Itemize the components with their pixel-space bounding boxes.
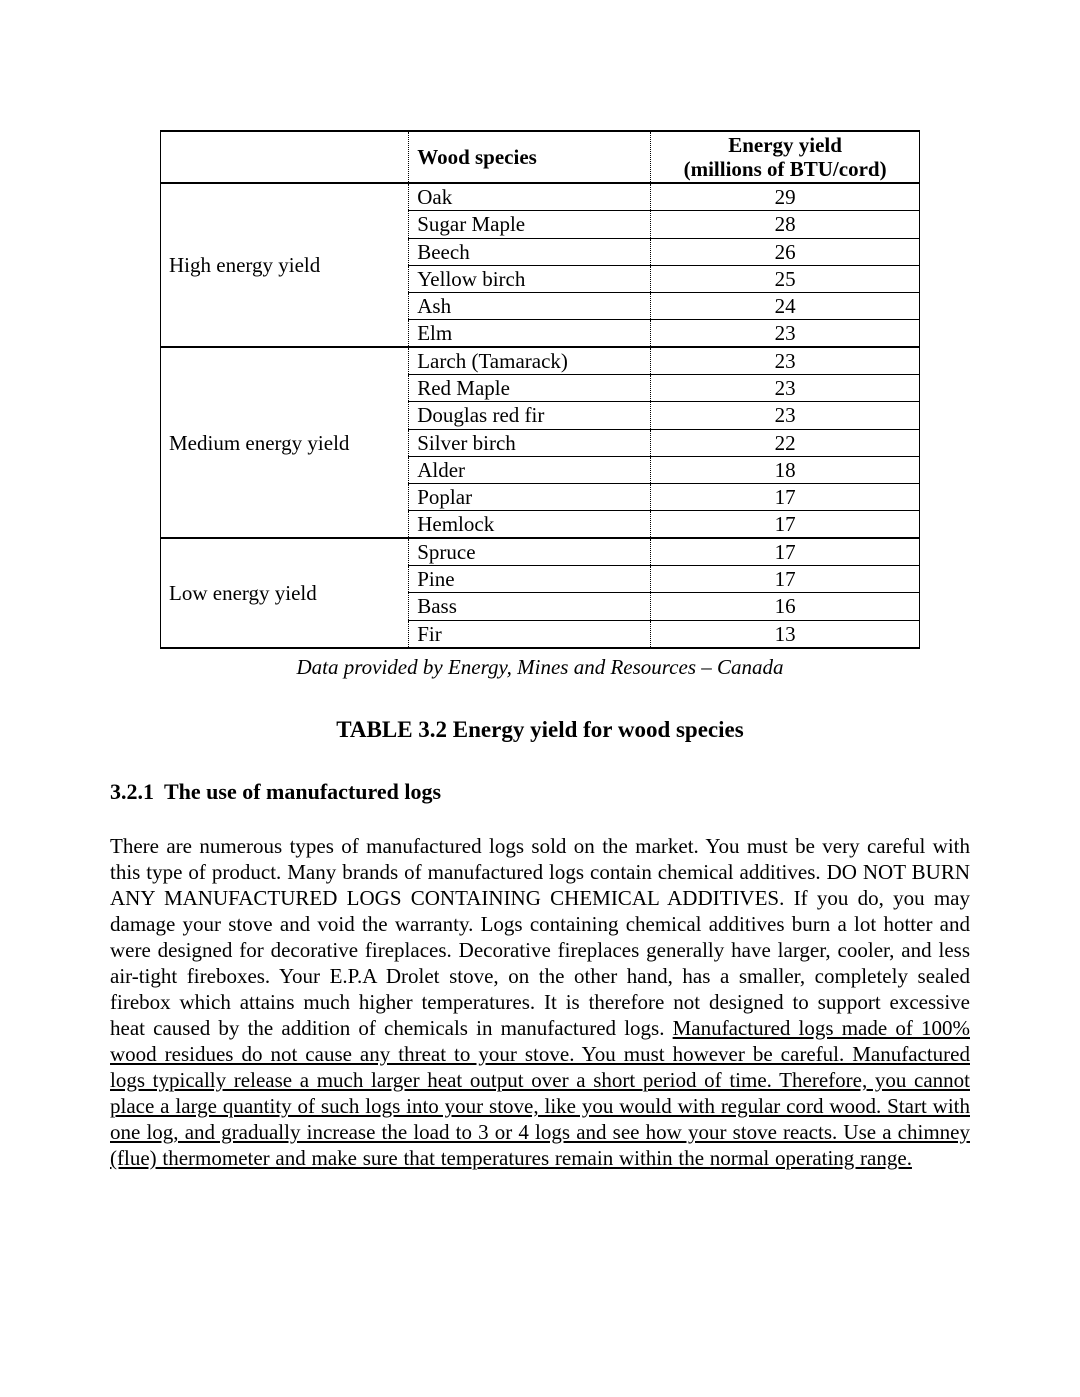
yield-cell: 17 [651,566,920,593]
table-row: Low energy yieldSpruce17 [161,538,920,566]
yield-cell: 25 [651,265,920,292]
species-cell: Red Maple [409,375,651,402]
body-paragraph: There are numerous types of manufactured… [110,833,970,1171]
table-row: Medium energy yieldLarch (Tamarack)23 [161,347,920,375]
yield-cell: 23 [651,375,920,402]
table-header-species: Wood species [409,131,651,183]
section-number: 3.2.1 [110,779,154,804]
yield-cell: 23 [651,319,920,347]
species-cell: Spruce [409,538,651,566]
group-label: Low energy yield [161,538,409,648]
yield-cell: 18 [651,456,920,483]
species-cell: Elm [409,319,651,347]
table-header-blank [161,131,409,183]
section-heading: 3.2.1 The use of manufactured logs [110,779,970,804]
yield-cell: 29 [651,183,920,211]
energy-yield-table: Wood species Energy yield (millions of B… [160,130,920,649]
yield-cell: 23 [651,347,920,375]
yield-cell: 23 [651,402,920,429]
yield-cell: 22 [651,429,920,456]
yield-cell: 17 [651,483,920,510]
species-cell: Ash [409,292,651,319]
yield-cell: 26 [651,238,920,265]
table-data-source-caption: Data provided by Energy, Mines and Resou… [110,655,970,679]
yield-cell: 17 [651,538,920,566]
species-cell: Alder [409,456,651,483]
group-label: High energy yield [161,183,409,347]
species-cell: Oak [409,183,651,211]
table-row: High energy yieldOak29 [161,183,920,211]
table-header-yield-line2: (millions of BTU/cord) [659,157,911,181]
table-header-row: Wood species Energy yield (millions of B… [161,131,920,183]
table-header-yield-line1: Energy yield [659,133,911,157]
species-cell: Sugar Maple [409,211,651,238]
species-cell: Hemlock [409,510,651,538]
species-cell: Yellow birch [409,265,651,292]
yield-cell: 24 [651,292,920,319]
yield-cell: 28 [651,211,920,238]
table-title: TABLE 3.2 Energy yield for wood species [110,717,970,743]
table-header-yield: Energy yield (millions of BTU/cord) [651,131,920,183]
group-label: Medium energy yield [161,347,409,538]
section-title: The use of manufactured logs [164,779,441,804]
yield-cell: 17 [651,510,920,538]
species-cell: Douglas red fir [409,402,651,429]
species-cell: Larch (Tamarack) [409,347,651,375]
paragraph-plain: There are numerous types of manufactured… [110,834,970,1040]
species-cell: Bass [409,593,651,620]
species-cell: Beech [409,238,651,265]
species-cell: Fir [409,620,651,648]
species-cell: Silver birch [409,429,651,456]
document-page: Wood species Energy yield (millions of B… [0,0,1080,1171]
species-cell: Pine [409,566,651,593]
yield-cell: 13 [651,620,920,648]
yield-cell: 16 [651,593,920,620]
species-cell: Poplar [409,483,651,510]
